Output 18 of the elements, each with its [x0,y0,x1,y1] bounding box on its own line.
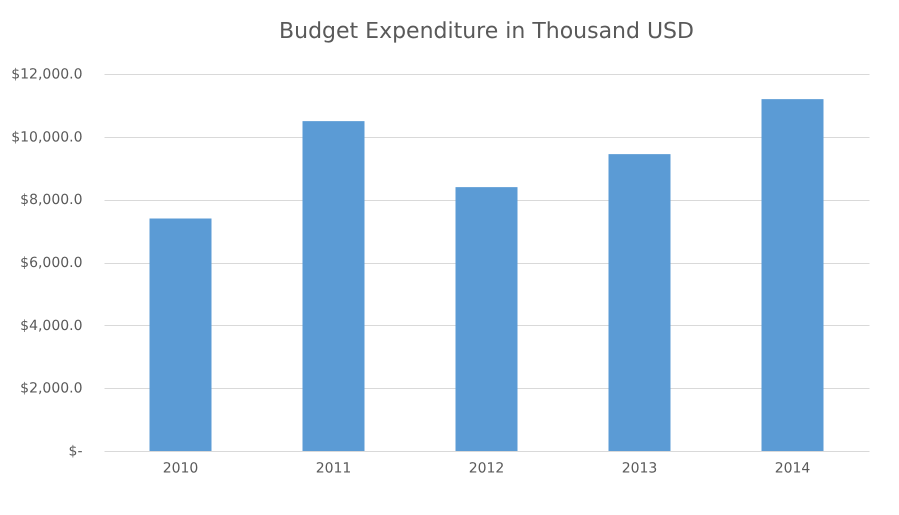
y-tick-label: $- [68,444,82,460]
y-tick-label: $4,000.0 [20,318,82,334]
y-tick-label: $10,000.0 [11,129,82,146]
y-tick-label: $2,000.0 [20,380,82,397]
x-tick-label: 2010 [162,460,198,476]
y-tick-label: $6,000.0 [20,255,82,271]
bar [608,154,670,451]
y-tick-label: $12,000.0 [11,66,82,82]
bar [456,187,518,451]
x-tick-label: 2013 [622,460,658,476]
y-tick-label: $8,000.0 [20,192,82,208]
bar [762,99,824,451]
chart-title: Budget Expenditure in Thousand USD [279,19,694,44]
x-tick-label: 2014 [774,460,810,476]
x-tick-label: 2011 [316,460,352,476]
bar [150,218,212,451]
bar [302,121,364,451]
x-tick-label: 2012 [468,460,504,476]
